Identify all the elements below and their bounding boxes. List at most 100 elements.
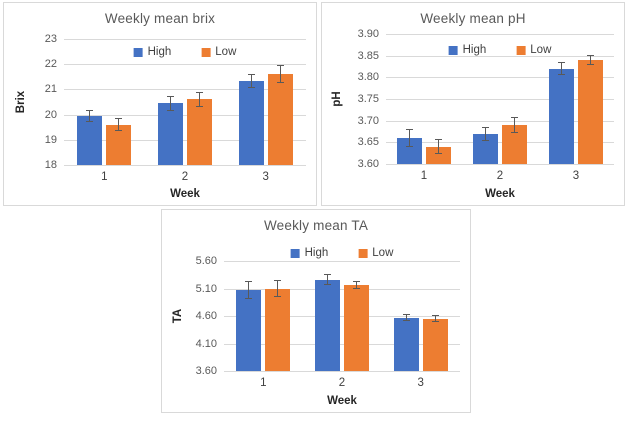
y-tick-label: 4.10: [195, 337, 217, 350]
x-tick-label: 2: [496, 170, 504, 182]
error-bar: [586, 54, 594, 66]
y-tick-label: 5.10: [195, 282, 217, 295]
bar-high: [314, 279, 340, 371]
legend-swatch-low: [358, 248, 368, 258]
bar-group: [145, 39, 226, 165]
legend-label: Low: [215, 46, 237, 58]
y-tick-label: 3.75: [357, 93, 379, 105]
gridline: [386, 55, 614, 57]
gridline: [64, 139, 306, 141]
bar-low: [425, 146, 451, 164]
bar-low: [106, 124, 132, 165]
error-bar: [247, 73, 255, 88]
legend-swatch-low: [516, 45, 526, 55]
error-bar: [510, 116, 518, 134]
legend-label: Low: [530, 44, 552, 56]
y-tick-label: 18: [44, 159, 57, 171]
y-tick-label: 3.80: [357, 71, 379, 84]
legend-item-low: Low: [201, 46, 236, 58]
error-bar: [166, 95, 174, 111]
y-tick-label: 19: [44, 133, 57, 146]
y-tick-label: 3.90: [357, 28, 379, 40]
gridline: [64, 89, 306, 91]
x-tick-label: 3: [262, 171, 269, 183]
gridline: [64, 114, 306, 116]
legend: High Low: [448, 44, 551, 56]
gridline: [64, 64, 306, 66]
bar-high: [77, 115, 103, 165]
y-axis-title: TA: [172, 308, 184, 324]
error-bar: [86, 109, 94, 123]
y-tick-label: 3.65: [357, 136, 379, 149]
x-tick-label: 2: [181, 171, 189, 183]
y-axis-title: pH: [331, 91, 343, 107]
legend-item-high: High: [133, 46, 172, 58]
gridline: [64, 39, 306, 40]
legend-label: High: [304, 247, 329, 259]
error-bar: [405, 129, 413, 147]
x-axis-title: Week: [170, 188, 200, 200]
chart-title: Weekly mean pH: [420, 11, 526, 26]
gridline: [224, 261, 460, 262]
y-tick-label: 23: [44, 33, 57, 45]
legend-item-high: High: [448, 44, 487, 56]
plot-area: 3.60 3.65 3.70 3.75 3.80 3.85 3.90 1 2 3 High Low: [358, 28, 614, 182]
gridline: [386, 120, 614, 122]
legend-label: High: [462, 44, 487, 56]
bar-high: [236, 290, 262, 371]
error-bar: [431, 315, 439, 323]
bar-low: [343, 285, 369, 371]
error-bar: [276, 65, 284, 84]
chart-title: Weekly mean TA: [263, 218, 369, 233]
error-bar: [245, 280, 253, 300]
legend-swatch-low: [201, 47, 211, 57]
error-bar: [323, 274, 331, 286]
gridline: [386, 77, 614, 79]
x-tick-label: 1: [420, 170, 428, 182]
bar-low: [577, 60, 603, 164]
legend-swatch-high: [133, 47, 143, 57]
bar-low: [422, 318, 448, 371]
error-bar: [274, 280, 282, 297]
gridline: [224, 288, 460, 290]
bar-group: [386, 34, 462, 164]
bar-high: [393, 317, 419, 371]
chart-panel-brix: Weekly mean brix Brix 18 19 20 21 22 23 1 2 3 Hig…: [3, 2, 317, 206]
gridline: [224, 316, 460, 317]
gridline: [224, 343, 460, 345]
error-bar: [115, 118, 123, 131]
bar-group: [462, 34, 538, 164]
x-tick-label: 1: [260, 377, 267, 389]
x-axis-title: Week: [327, 395, 357, 407]
x-tick-label: 2: [338, 377, 346, 389]
bar-high: [238, 80, 264, 165]
y-tick-label: 22: [44, 58, 57, 71]
bar-high: [548, 68, 574, 164]
x-tick-label: 3: [417, 377, 424, 389]
y-axis-title: Brix: [15, 90, 27, 114]
error-bar: [481, 126, 489, 141]
y-tick-label: 4.60: [195, 310, 217, 322]
plot-area: 3.60 4.10 4.60 5.10 5.60 1 2 3 High Low: [196, 247, 460, 389]
gridline: [386, 164, 614, 165]
bar-group: [303, 261, 382, 371]
gridline: [386, 34, 614, 35]
y-tick-label: 5.60: [195, 255, 217, 267]
bar-low: [186, 99, 212, 165]
y-tick-label: 3.60: [195, 365, 217, 377]
legend-item-low: Low: [516, 44, 551, 56]
legend-label: Low: [372, 247, 394, 259]
bar-group: [381, 261, 460, 371]
gridline: [386, 99, 614, 100]
x-tick-label: 3: [572, 170, 580, 182]
gridline: [64, 165, 306, 166]
error-bar: [557, 62, 565, 76]
legend: High Low: [290, 247, 393, 259]
y-tick-label: 3.85: [357, 49, 379, 62]
bar-low: [265, 288, 291, 371]
legend-label: High: [147, 46, 172, 58]
x-tick-label: 1: [101, 171, 108, 183]
bar-group: [538, 34, 614, 164]
chart-title: Weekly mean brix: [104, 11, 216, 26]
legend-item-low: Low: [358, 247, 393, 259]
